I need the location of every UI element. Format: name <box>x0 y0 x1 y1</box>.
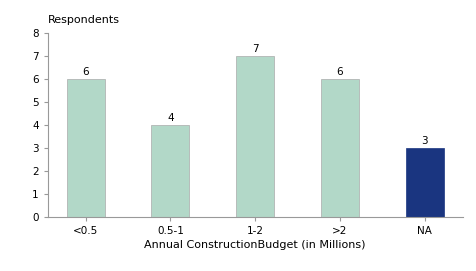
Bar <box>405 148 443 217</box>
Text: 6: 6 <box>336 67 343 77</box>
Text: 6: 6 <box>82 67 89 77</box>
Bar <box>236 56 274 217</box>
Text: 7: 7 <box>251 44 258 54</box>
Text: 3: 3 <box>421 136 427 146</box>
Bar <box>151 125 189 217</box>
X-axis label: Annual ConstructionBudget (in Millions): Annual ConstructionBudget (in Millions) <box>144 240 365 250</box>
Text: 4: 4 <box>167 113 173 123</box>
Bar <box>320 79 358 217</box>
Text: Respondents: Respondents <box>48 15 119 25</box>
Bar <box>67 79 105 217</box>
